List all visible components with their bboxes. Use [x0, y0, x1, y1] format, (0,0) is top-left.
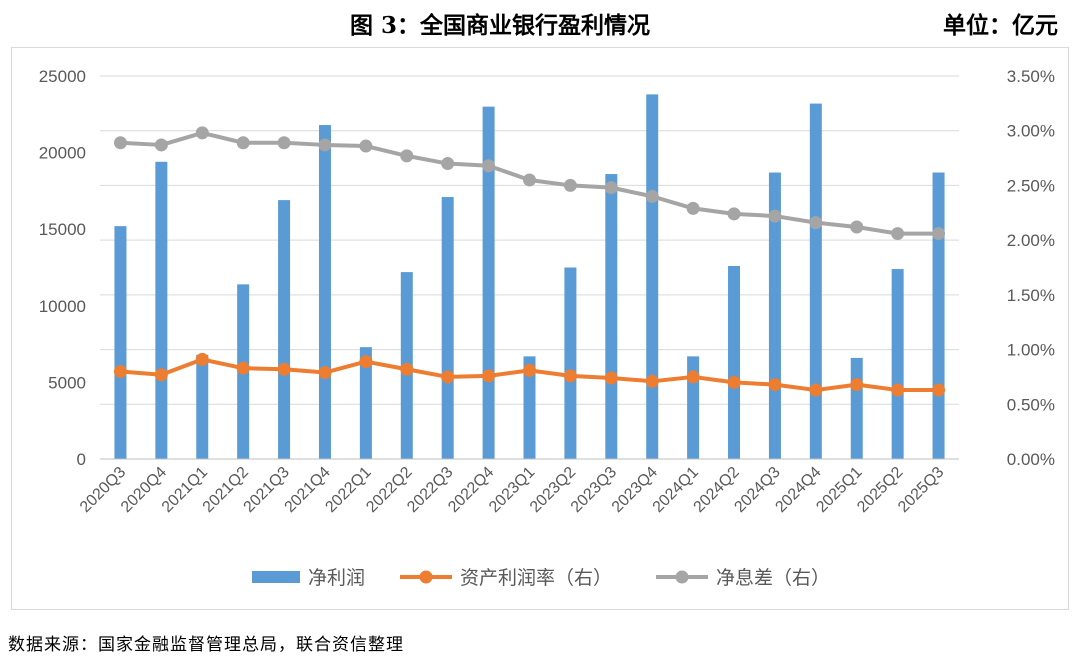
bar-net-profit: [196, 354, 209, 459]
roa-point: [891, 383, 905, 397]
roa-point: [932, 383, 946, 397]
bar-net-profit: [932, 172, 945, 459]
bar-net-profit: [441, 197, 454, 459]
nim-point: [604, 181, 618, 195]
bar-net-profit: [809, 103, 822, 460]
bar-net-profit: [359, 347, 372, 459]
bar-net-profit: [318, 125, 331, 460]
right-tick-label: 1.50%: [1007, 286, 1055, 305]
roa-point: [727, 375, 741, 389]
bar-net-profit: [646, 94, 659, 459]
roa-point: [195, 352, 209, 366]
legend-swatch-marker: [419, 570, 433, 584]
legend-label: 净利润: [308, 567, 365, 589]
roa-point: [318, 366, 332, 380]
nim-point: [318, 138, 332, 152]
chart-frame: 0.00% 0.50% 1.00% 1.50% 2.00% 2.50% 3.00% 3.50%…: [11, 47, 1069, 610]
nim-point: [932, 227, 946, 241]
bar-net-profit: [605, 174, 618, 459]
right-tick-label: 0.00%: [1007, 450, 1055, 469]
nim-point: [400, 149, 414, 163]
right-tick-label: 2.00%: [1007, 231, 1055, 250]
roa-point: [441, 370, 455, 384]
bar-net-profit: [891, 269, 904, 459]
roa-point: [523, 363, 536, 377]
roa-point: [400, 362, 414, 376]
roa-point: [604, 371, 618, 385]
left-tick-label: 20000: [39, 144, 86, 163]
left-tick-label: 25000: [39, 67, 86, 86]
nim-point: [441, 157, 455, 171]
roa-point: [482, 369, 496, 383]
nim-point: [154, 138, 168, 152]
roa-point: [359, 355, 373, 369]
bar-net-profit: [564, 267, 577, 459]
source-note: 数据来源：国家金融监督管理总局，联合资信整理: [8, 635, 404, 655]
roa-point: [154, 368, 168, 382]
nim-point: [482, 159, 496, 173]
bar-net-profit: [155, 161, 168, 459]
right-tick-label: 3.00%: [1007, 122, 1055, 141]
nim-point: [809, 216, 823, 230]
title-row: 图 3：全国商业银行盈利情况 单位：亿元: [0, 0, 1080, 40]
chart-title: 图 3：全国商业银行盈利情况: [349, 12, 650, 39]
nim-point: [768, 209, 782, 223]
roa-point: [809, 383, 823, 397]
bar-net-profit: [523, 356, 536, 459]
left-tick-label: 15000: [39, 220, 86, 239]
roa-point: [768, 378, 782, 392]
chart-svg: 0.00% 0.50% 1.00% 1.50% 2.00% 2.50% 3.00% 3.50%…: [39, 67, 1055, 589]
left-tick-label: 0: [77, 450, 86, 469]
right-tick-label: 0.50%: [1007, 395, 1055, 414]
nim-point: [891, 227, 905, 241]
nim-point: [195, 126, 209, 140]
x-tick-label: 2025Q3: [895, 464, 947, 516]
nim-point: [686, 201, 700, 215]
nim-point: [113, 136, 127, 150]
legend-label: 资产利润率（右）: [460, 567, 612, 589]
bar-net-profit: [850, 357, 863, 459]
nim-point: [563, 178, 577, 192]
roa-point: [563, 369, 577, 383]
roa-point: [113, 364, 127, 378]
roa-point: [686, 370, 700, 384]
legend-swatch-net-profit: [252, 571, 300, 583]
nim-point: [277, 136, 291, 150]
legend-label: 净息差（右）: [716, 567, 830, 589]
roa-point: [236, 361, 250, 375]
bar-net-profit: [278, 200, 291, 460]
bar-net-profit: [728, 265, 741, 459]
nim-point: [850, 220, 864, 234]
right-tick-label: 1.00%: [1007, 341, 1055, 360]
roa-point: [850, 378, 864, 392]
left-tick-label: 10000: [39, 297, 86, 316]
right-tick-label: 2.50%: [1007, 176, 1055, 195]
nim-point: [236, 136, 250, 150]
nim-point: [523, 173, 536, 187]
nim-point: [645, 189, 659, 203]
right-tick-label: 3.50%: [1007, 67, 1055, 86]
roa-point: [645, 374, 659, 388]
nim-point: [359, 139, 373, 153]
legend-swatch-marker: [675, 570, 689, 584]
nim-point: [727, 207, 741, 221]
left-tick-label: 5000: [48, 373, 86, 392]
bar-net-profit: [114, 226, 127, 459]
roa-point: [277, 362, 291, 376]
unit-label: 单位：亿元: [943, 12, 1058, 39]
